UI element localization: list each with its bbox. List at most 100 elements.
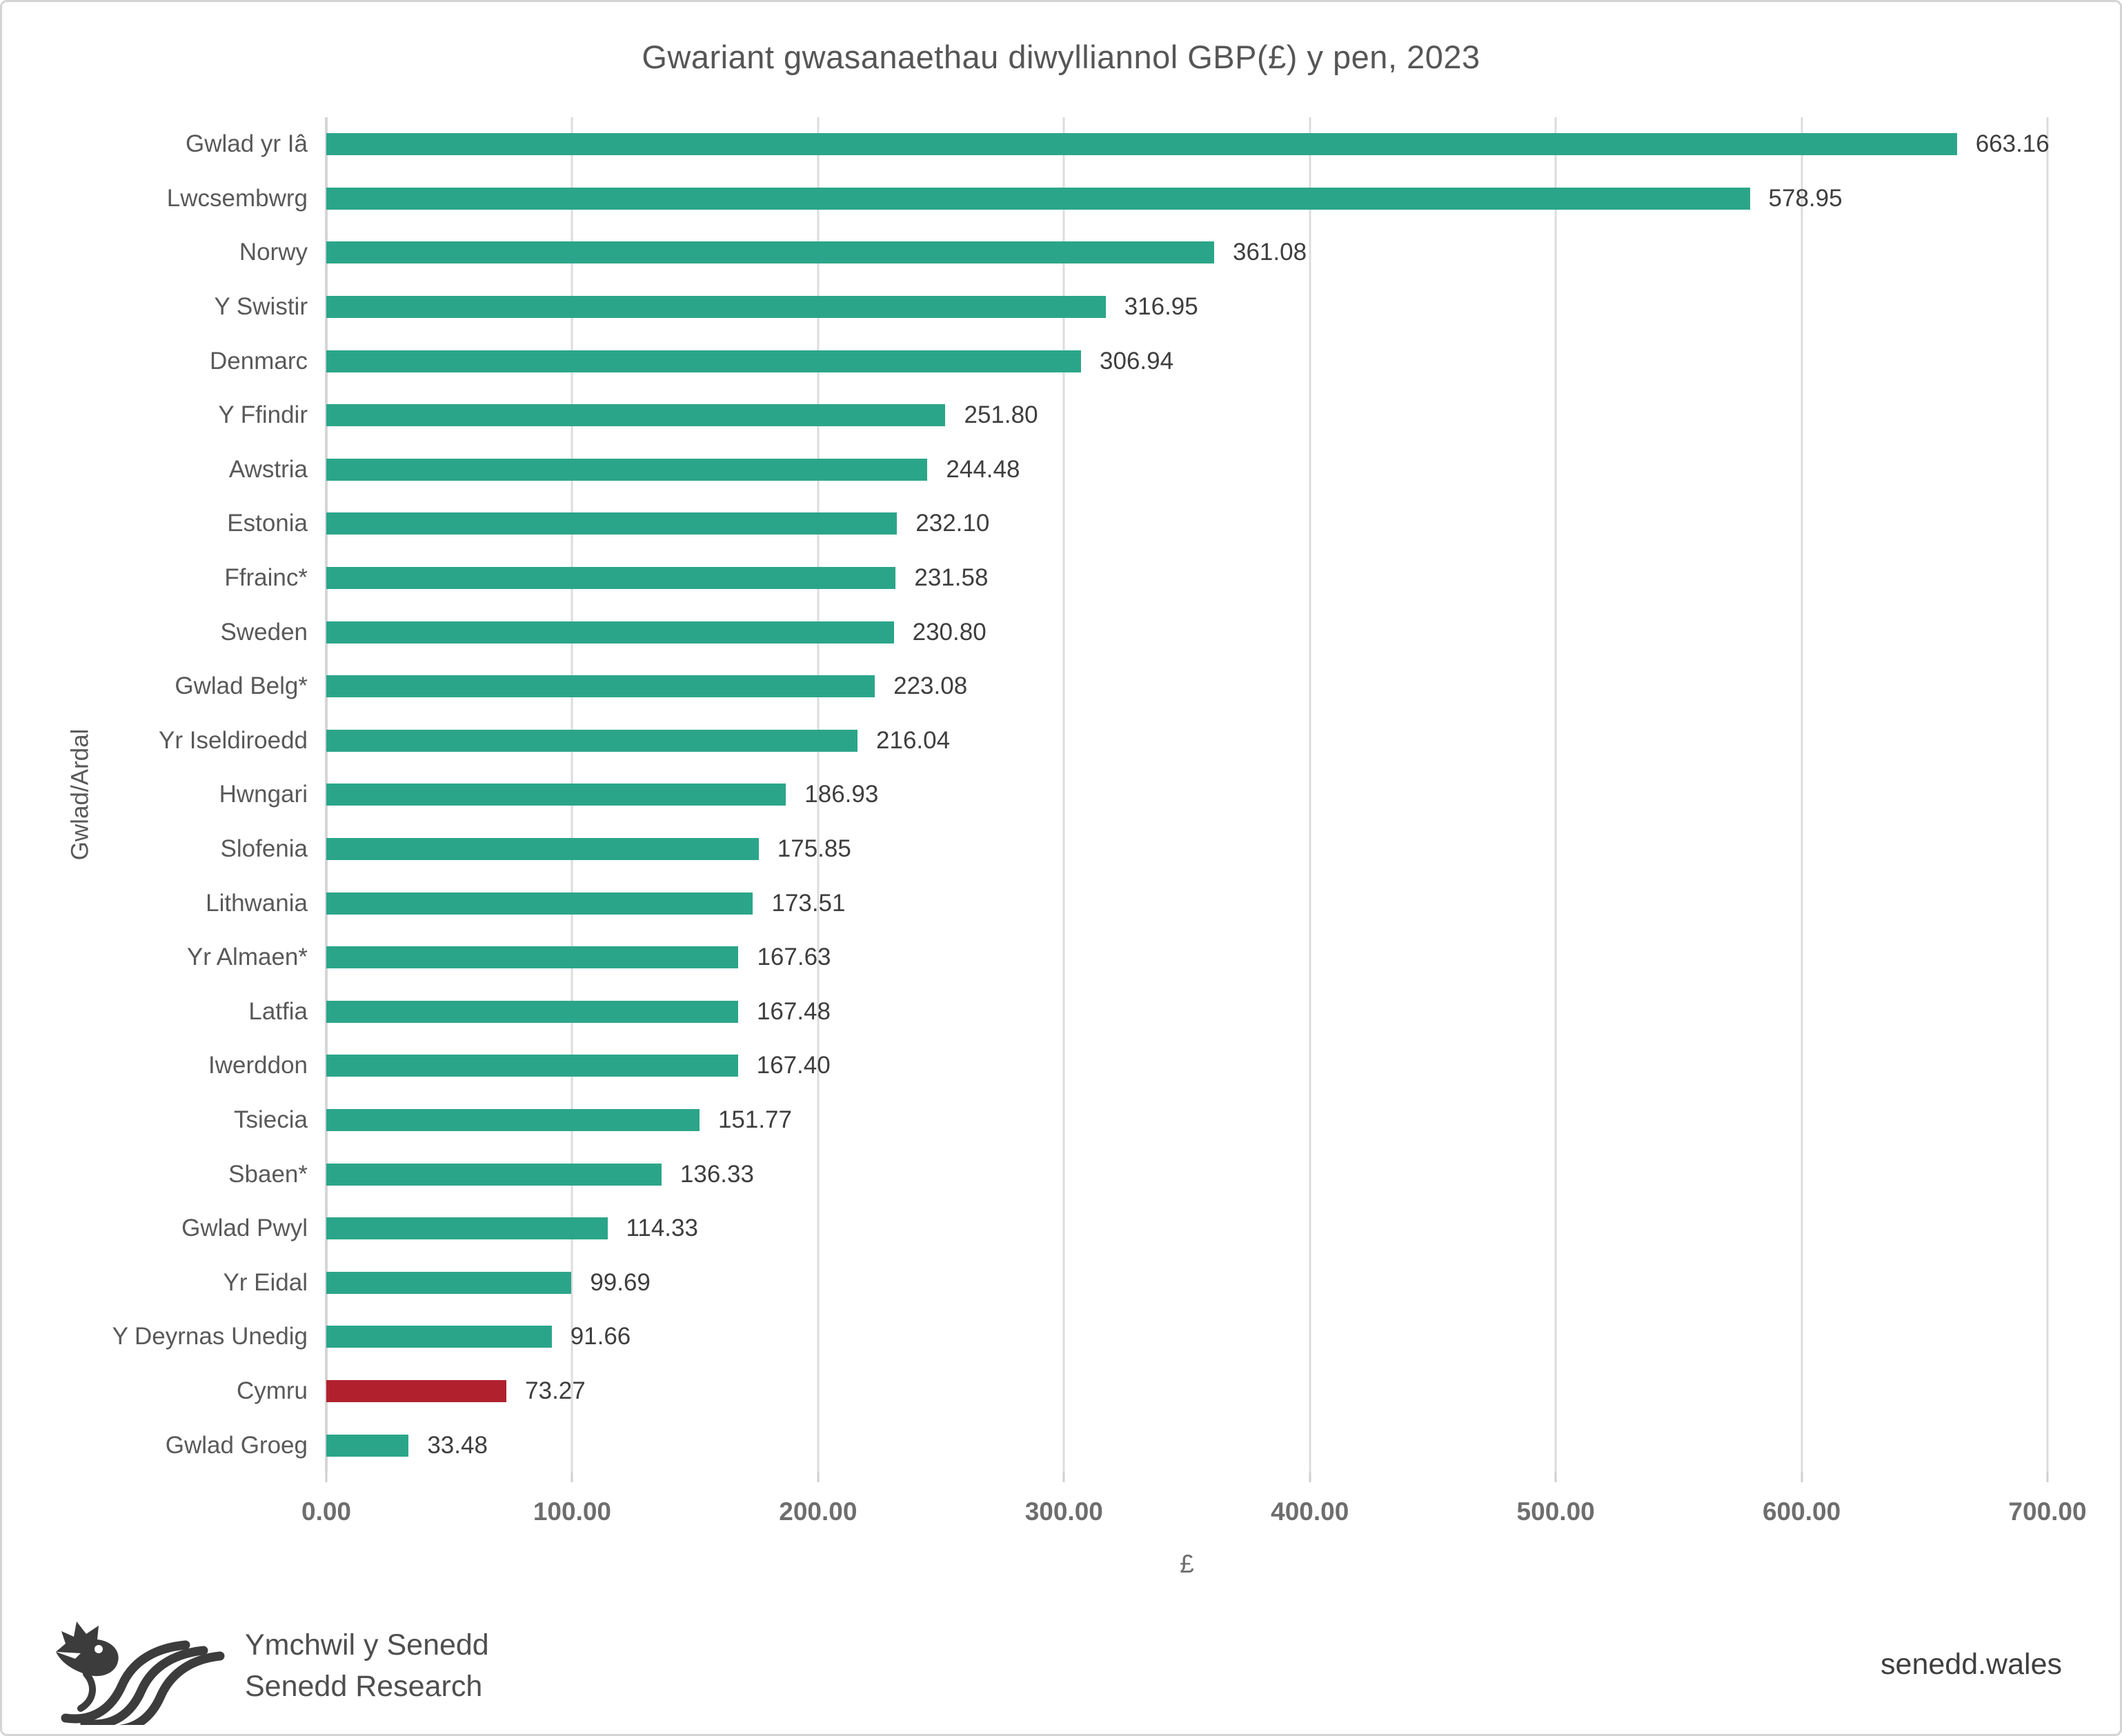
bar-row: Gwlad Groeg 33.48: [166, 1418, 2047, 1473]
category-label: Sweden: [220, 618, 308, 646]
category-label: Lithwania: [206, 889, 308, 917]
bar-row: Gwlad Pwyl 114.33: [181, 1201, 2047, 1256]
value-label: 186.93: [804, 781, 879, 808]
bar-row: Sbaen* 136.33: [228, 1147, 2047, 1201]
category-label: Tsiecia: [234, 1106, 308, 1134]
y-axis-label: Gwlad/Ardal: [66, 728, 94, 861]
bar-row: Tsiecia 151.77: [234, 1093, 2047, 1148]
value-label: 230.80: [912, 618, 986, 646]
bar: [326, 296, 1106, 319]
x-tick-mark: [571, 1473, 573, 1482]
x-axis-label: £: [1180, 1550, 1194, 1578]
x-tick-label: 100.00: [533, 1497, 612, 1526]
category-label: Gwlad yr Iâ: [186, 130, 308, 158]
category-label: Yr Iseldiroedd: [159, 726, 308, 754]
x-tick-mark: [817, 1473, 820, 1482]
category-label: Sbaen*: [228, 1160, 308, 1188]
bar-row: Awstria 244.48: [229, 443, 2047, 497]
value-label: 244.48: [946, 455, 1020, 483]
bar: [326, 621, 894, 643]
bar-row: Yr Eidal 99.69: [223, 1256, 2047, 1310]
category-label: Gwlad Pwyl: [181, 1215, 308, 1242]
category-label: Cymru: [236, 1377, 308, 1405]
x-axis-ticks: 0.00 100.00 200.00 300.00 400.00 500.00 600.00…: [301, 1497, 2087, 1539]
bar: [326, 729, 858, 752]
bar-row: Y Swistir 316.95: [215, 280, 2047, 335]
category-label: Yr Almaen*: [186, 944, 308, 971]
bar: [326, 133, 1957, 156]
category-label: Norwy: [239, 239, 308, 266]
x-tick-label: 700.00: [2008, 1497, 2087, 1526]
value-label: 251.80: [964, 401, 1038, 429]
bar: [326, 1163, 662, 1186]
org-name-welsh: Ymchwil y Senedd: [245, 1628, 489, 1662]
value-label: 167.63: [757, 944, 831, 971]
value-label: 73.27: [525, 1377, 586, 1405]
bar-row: Slofenia 175.85: [221, 822, 2047, 877]
bar: [326, 350, 1082, 372]
x-tick-mark: [325, 1473, 328, 1482]
value-label: 173.51: [771, 889, 846, 917]
bar: [326, 1271, 572, 1294]
plot-area: Gwlad yr Iâ 663.16 Lwcsembwrg 578.95 Norwy 36…: [112, 117, 2050, 1482]
bar-row: Latfia 167.48: [248, 985, 2047, 1039]
value-label: 361.08: [1232, 239, 1307, 266]
bar: [326, 1000, 738, 1023]
x-tick-label: 400.00: [1271, 1497, 1349, 1526]
bar: [326, 187, 1750, 210]
gridline: [2046, 117, 2049, 1473]
bar-row: Y Ffindir 251.80: [218, 388, 2047, 443]
value-label: 578.95: [1768, 184, 1843, 212]
bar: [326, 784, 786, 806]
bar-highlighted: [326, 1380, 507, 1403]
value-label: 223.08: [893, 672, 968, 700]
bar-row: Y Deyrnas Unedig 91.66: [112, 1310, 2047, 1364]
bar-row: Yr Iseldiroedd 216.04: [159, 714, 2047, 768]
bar: [326, 1109, 700, 1132]
category-label: Estonia: [227, 510, 308, 537]
category-label: Hwngari: [219, 781, 308, 808]
x-tick-mark: [1062, 1473, 1065, 1482]
value-label: 91.66: [570, 1323, 631, 1350]
value-label: 151.77: [717, 1106, 792, 1134]
value-label: 167.48: [756, 997, 831, 1025]
value-label: 232.10: [915, 510, 990, 537]
x-tick-mark: [2046, 1473, 2049, 1482]
category-label: Lwcsembwrg: [166, 184, 308, 212]
bar-row: Hwngari 186.93: [219, 768, 2047, 822]
bar: [326, 404, 946, 427]
bar-row: Ffrainc* 231.58: [224, 551, 2047, 606]
gridline: [1554, 117, 1557, 1473]
gridline: [1801, 117, 1803, 1473]
bar-row: Norwy 361.08: [239, 226, 2047, 280]
value-label: 167.40: [756, 1052, 831, 1079]
bar-row: Cymru 73.27: [237, 1364, 2047, 1419]
category-label: Y Deyrnas Unedig: [112, 1323, 308, 1350]
website-text: senedd.wales: [1881, 1648, 2062, 1681]
bar: [326, 946, 739, 969]
x-tick-label: 0.00: [301, 1497, 352, 1526]
x-tick-mark: [1554, 1473, 1557, 1482]
value-label: 663.16: [1975, 130, 2050, 158]
category-label: Latfia: [248, 997, 308, 1025]
value-label: 316.95: [1124, 293, 1198, 321]
bar-row: Lithwania 173.51: [206, 876, 2047, 930]
x-tick-label: 500.00: [1516, 1497, 1595, 1526]
bar-row: Yr Almaen* 167.63: [187, 930, 2047, 985]
gridline: [1309, 117, 1311, 1473]
bar: [326, 512, 898, 535]
bar-row: Gwlad yr Iâ 663.16: [186, 117, 2050, 172]
category-label: Gwlad Belg*: [175, 672, 308, 700]
value-label: 114.33: [626, 1215, 698, 1242]
bar-row: Denmarc 306.94: [210, 334, 2047, 388]
value-label: 136.33: [680, 1160, 754, 1188]
category-label: Y Ffindir: [218, 401, 308, 429]
x-tick-label: 600.00: [1762, 1497, 1841, 1526]
value-label: 33.48: [427, 1431, 488, 1459]
bar-row: Lwcsembwrg 578.95: [167, 172, 2047, 226]
bar-row: Gwlad Belg* 223.08: [175, 659, 2047, 714]
x-tick-label: 300.00: [1024, 1497, 1103, 1526]
value-label: 216.04: [876, 726, 951, 754]
gridline: [1062, 117, 1065, 1473]
